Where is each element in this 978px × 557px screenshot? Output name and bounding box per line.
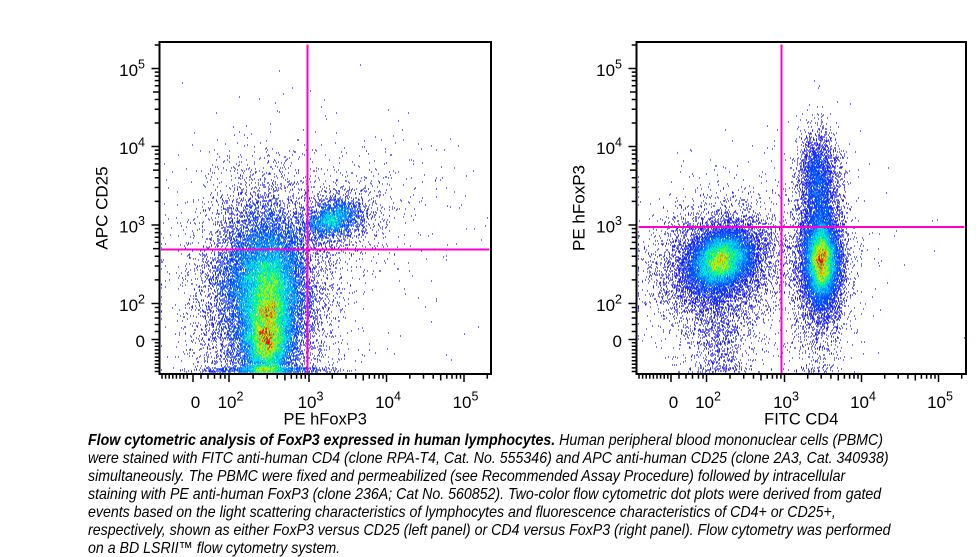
svg-text:102: 102 <box>119 293 145 316</box>
svg-text:0: 0 <box>136 332 145 351</box>
svg-text:105: 105 <box>927 390 953 413</box>
svg-text:103: 103 <box>773 390 799 413</box>
svg-text:104: 104 <box>375 390 401 413</box>
svg-text:103: 103 <box>596 214 622 237</box>
svg-text:104: 104 <box>596 136 622 159</box>
svg-text:102: 102 <box>695 390 721 413</box>
svg-text:0: 0 <box>613 332 622 351</box>
svg-text:104: 104 <box>119 136 145 159</box>
svg-text:105: 105 <box>119 58 145 81</box>
svg-text:APC CD25: APC CD25 <box>93 166 112 249</box>
svg-text:PE hFoxP3: PE hFoxP3 <box>570 165 589 251</box>
svg-text:105: 105 <box>453 390 479 413</box>
svg-text:103: 103 <box>298 390 324 413</box>
svg-text:103: 103 <box>119 214 145 237</box>
svg-text:102: 102 <box>596 293 622 316</box>
svg-text:0: 0 <box>669 393 678 412</box>
svg-text:0: 0 <box>191 393 200 412</box>
svg-text:105: 105 <box>596 58 622 81</box>
svg-text:PE hFoxP3: PE hFoxP3 <box>284 411 367 429</box>
svg-text:102: 102 <box>218 390 244 413</box>
svg-text:FITC CD4: FITC CD4 <box>764 411 838 429</box>
svg-text:104: 104 <box>850 390 876 413</box>
